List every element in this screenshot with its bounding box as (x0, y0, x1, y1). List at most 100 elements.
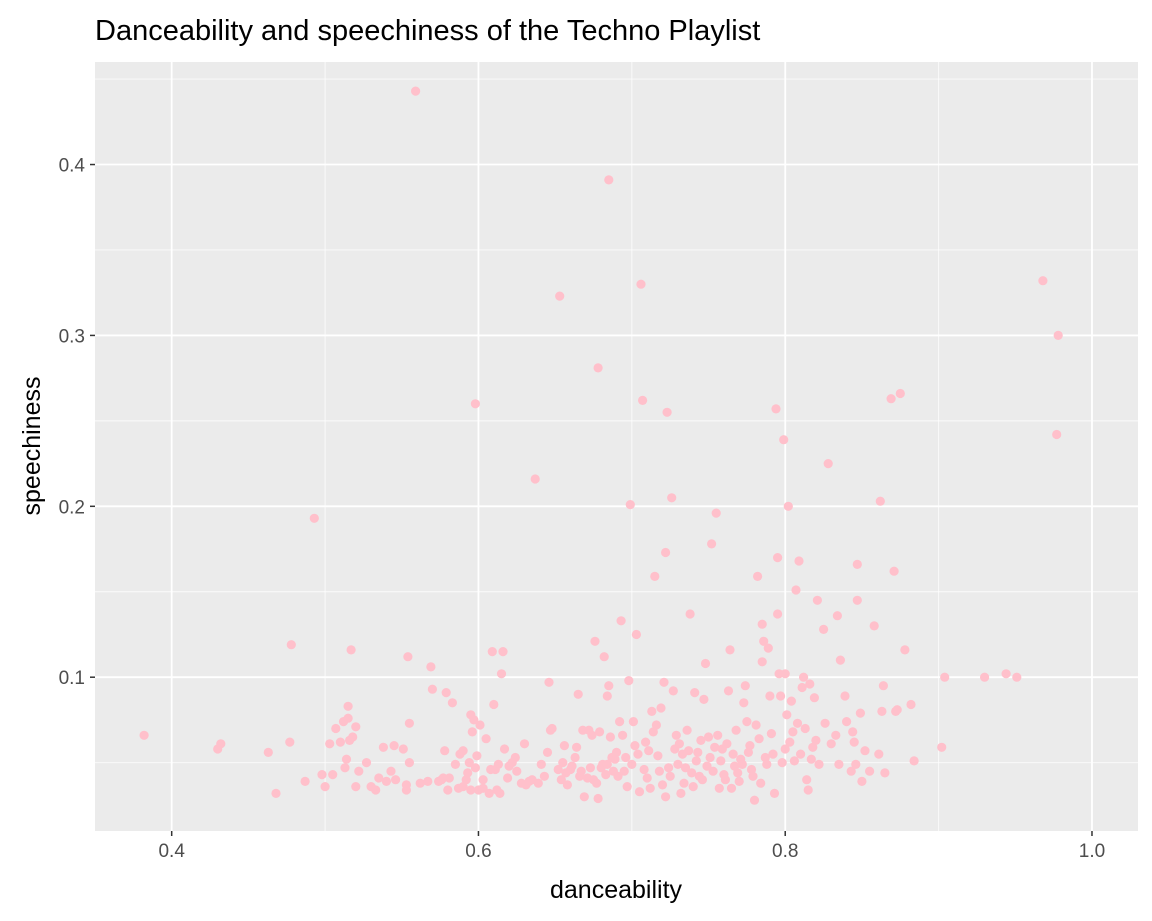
data-point (848, 727, 858, 737)
chart-title: Danceability and speechiness of the Tech… (95, 15, 760, 47)
x-tick-label: 0.6 (465, 841, 491, 862)
plot-panel (95, 62, 1138, 831)
data-point (627, 759, 637, 770)
data-point (760, 752, 770, 763)
data-point (624, 676, 634, 686)
data-point (343, 713, 353, 723)
data-point (892, 705, 902, 715)
data-point (823, 459, 833, 469)
data-point (757, 657, 767, 667)
data-point (381, 776, 391, 787)
data-point (852, 595, 862, 605)
data-point (737, 759, 747, 770)
data-point (788, 727, 798, 737)
data-point (559, 741, 570, 751)
data-point (216, 739, 226, 749)
data-point (1012, 672, 1022, 682)
data-point (940, 672, 950, 682)
data-point (536, 759, 546, 770)
data-point (937, 742, 947, 752)
data-point (570, 752, 580, 763)
data-point (631, 629, 642, 640)
data-point (470, 399, 480, 409)
data-point (832, 611, 843, 621)
data-point (700, 658, 711, 669)
data-point (749, 795, 760, 805)
data-point (707, 539, 717, 549)
data-point (671, 730, 681, 740)
data-point (751, 720, 761, 730)
data-point (805, 679, 815, 689)
data-point (785, 737, 795, 747)
data-point (851, 759, 861, 770)
data-point (656, 703, 666, 713)
data-point (680, 763, 691, 773)
data-point (763, 643, 773, 653)
data-point (762, 759, 772, 770)
x-axis-title: danceability (550, 876, 683, 904)
data-point (711, 508, 721, 518)
data-point (886, 394, 896, 404)
data-point (875, 496, 885, 506)
data-point (708, 766, 718, 776)
data-point (444, 773, 454, 783)
data-point (447, 698, 457, 708)
x-axis-ticks: 0.4 0.6 0.8 1.0 (158, 831, 1105, 862)
data-point (757, 619, 767, 629)
data-point (585, 763, 596, 773)
data-point (842, 717, 852, 727)
data-point (615, 717, 625, 727)
data-point (667, 493, 677, 503)
data-point (573, 689, 583, 699)
data-points (139, 86, 1063, 805)
data-point (739, 698, 749, 708)
data-point (533, 778, 543, 788)
data-point (661, 792, 671, 802)
data-point (426, 662, 436, 672)
data-point (769, 788, 780, 799)
data-point (860, 746, 870, 756)
data-point (722, 739, 732, 749)
data-point (688, 782, 698, 792)
data-point (544, 677, 554, 687)
data-point (835, 655, 846, 665)
data-point (602, 759, 612, 770)
data-point (800, 723, 810, 734)
data-point (634, 787, 645, 797)
data-point (495, 788, 505, 799)
data-point (662, 407, 672, 417)
data-point (647, 706, 657, 717)
data-point (351, 722, 361, 732)
data-point (687, 768, 697, 778)
data-point (450, 759, 460, 770)
data-point (361, 758, 372, 768)
data-point (389, 741, 399, 751)
data-point (628, 717, 639, 727)
data-point (909, 756, 919, 766)
data-point (346, 645, 356, 655)
data-point (906, 699, 916, 710)
data-point (427, 684, 437, 694)
x-tick-label: 0.4 (158, 841, 185, 862)
data-point (765, 691, 775, 701)
data-point (271, 788, 281, 799)
data-point (340, 763, 350, 773)
data-point (731, 725, 741, 735)
data-point (341, 754, 352, 764)
data-point (618, 730, 628, 740)
data-point (661, 547, 671, 558)
data-point (498, 647, 508, 657)
data-point (779, 435, 789, 445)
data-point (622, 782, 632, 792)
data-point (782, 710, 792, 720)
data-point (684, 746, 694, 756)
data-point (611, 747, 622, 758)
data-point (619, 766, 629, 776)
data-point (1053, 330, 1063, 340)
data-point (654, 766, 665, 776)
data-point (386, 766, 396, 776)
data-point (703, 732, 714, 742)
data-point (773, 609, 783, 619)
data-point (300, 776, 310, 787)
